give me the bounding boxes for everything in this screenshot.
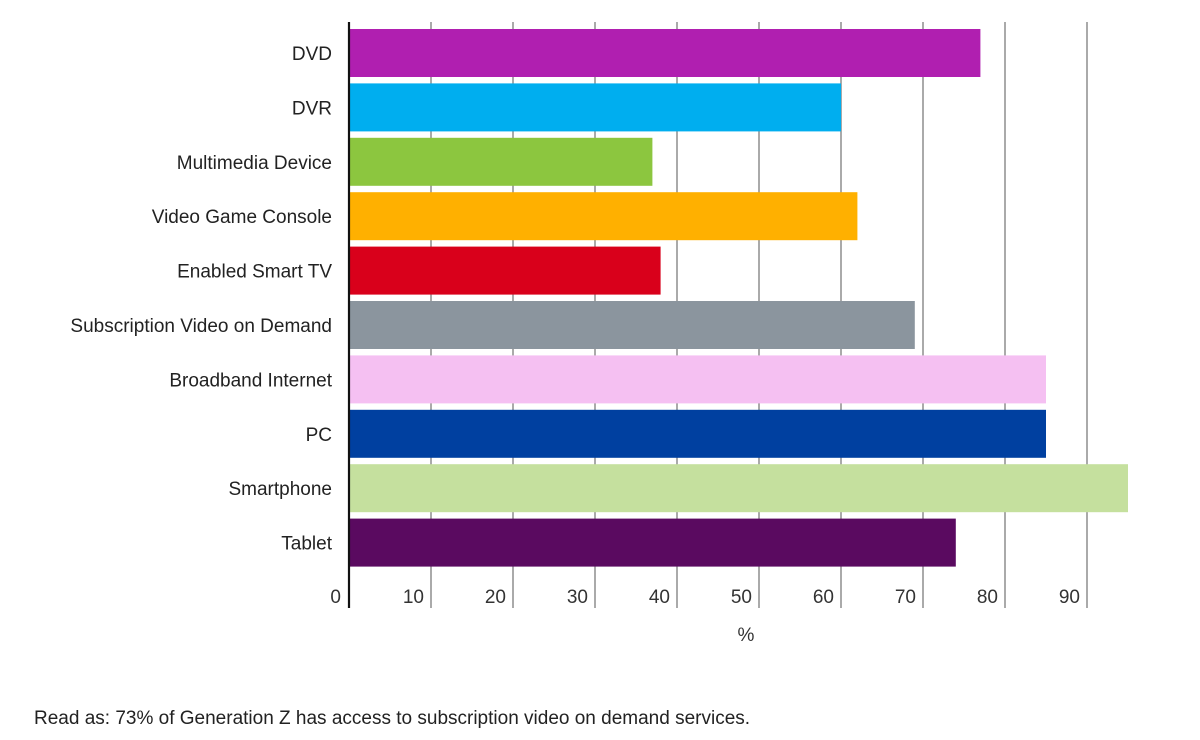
category-label: Enabled Smart TV bbox=[177, 262, 332, 283]
bar-video-game-console bbox=[350, 192, 858, 241]
x-tick-label: 70 bbox=[895, 587, 916, 608]
x-tick-label: 40 bbox=[649, 587, 670, 608]
x-axis-title: % bbox=[738, 625, 755, 646]
bar-broadband-internet bbox=[350, 355, 1046, 404]
bar-chart: DVD DVR Multimedia Device Video Game Consol… bbox=[70, 22, 1128, 646]
category-label: Broadband Internet bbox=[169, 370, 332, 391]
x-tick-label: 80 bbox=[977, 587, 998, 608]
x-tick-label: 90 bbox=[1059, 587, 1080, 608]
bar-smartphone bbox=[350, 464, 1128, 513]
category-labels: DVD DVR Multimedia Device Video Game Consol… bbox=[70, 44, 332, 555]
x-tick-label: 0 bbox=[330, 587, 341, 608]
category-label: Tablet bbox=[281, 534, 332, 555]
x-tick-label: 10 bbox=[403, 587, 424, 608]
category-label: DVR bbox=[292, 98, 332, 119]
x-tick-label: 50 bbox=[731, 587, 752, 608]
category-label: Multimedia Device bbox=[177, 153, 332, 174]
category-label: Subscription Video on Demand bbox=[70, 316, 332, 337]
bar-tablet bbox=[350, 518, 956, 567]
footnote: Read as: 73% of Generation Z has access … bbox=[34, 708, 751, 729]
bar-multimedia-device bbox=[350, 137, 653, 186]
category-label: PC bbox=[306, 425, 332, 446]
category-label: Video Game Console bbox=[152, 207, 332, 228]
category-label: DVD bbox=[292, 44, 332, 65]
bar-dvr bbox=[350, 83, 841, 132]
x-tick-label: 60 bbox=[813, 587, 834, 608]
bar-pc bbox=[350, 409, 1046, 458]
bar-dvd bbox=[350, 29, 981, 77]
category-label: Smartphone bbox=[228, 479, 332, 500]
bar-enabled-smart-tv bbox=[350, 246, 661, 295]
x-tick-labels: 0 10 20 30 40 50 60 70 80 90 bbox=[330, 587, 1080, 608]
bars bbox=[350, 29, 1128, 567]
x-tick-label: 30 bbox=[567, 587, 588, 608]
bar-subscription-video-on-demand bbox=[350, 301, 915, 349]
x-tick-label: 20 bbox=[485, 587, 506, 608]
